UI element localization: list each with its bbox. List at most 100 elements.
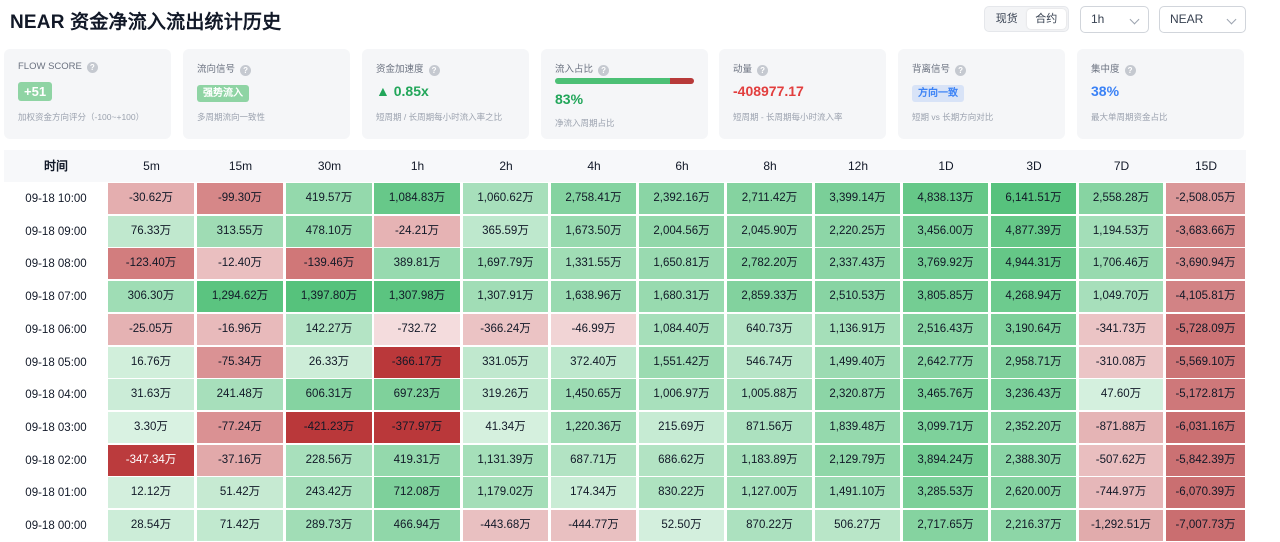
flow-cell: 3,399.14万 xyxy=(815,183,900,214)
spot-tab[interactable]: 现货 xyxy=(995,13,1018,25)
flow-cell: -5,842.39万 xyxy=(1166,444,1245,476)
card-title: FLOW SCORE? xyxy=(18,61,98,73)
card-description: 净流入周期占比 xyxy=(555,118,615,128)
flow-cell: -6,070.39万 xyxy=(1166,477,1245,509)
flow-cell: 3,099.71万 xyxy=(903,411,988,443)
flow-cell: 26.33万 xyxy=(286,346,372,378)
table-row: 09-18 10:00 -30.62万 -99.30万 419.57万 1,084.83… xyxy=(4,183,1246,215)
row-time: 09-18 08:00 xyxy=(25,258,87,271)
flow-cell: -732.72 xyxy=(374,313,460,345)
flow-cell: -1,292.51万 xyxy=(1079,510,1163,541)
flow-cell: 4,268.94万 xyxy=(991,281,1076,313)
flow-cell: 1,307.91万 xyxy=(463,281,548,313)
flow-cell: -77.24万 xyxy=(197,411,283,443)
flow-cell: 41.34万 xyxy=(463,411,548,443)
flow-cell: 1,179.02万 xyxy=(463,477,548,509)
card-value-wrap: 83% xyxy=(555,91,583,107)
market-toggle[interactable]: 现货 合约 xyxy=(984,6,1069,32)
table-row: 09-18 08:00 -123.40万 -12.40万 -139.46万 389.81… xyxy=(4,248,1246,280)
help-icon[interactable]: ? xyxy=(428,65,440,76)
inflow-ratio-bar xyxy=(555,78,694,84)
flow-cell: 71.42万 xyxy=(197,510,283,541)
flow-cell: 1,131.39万 xyxy=(463,444,548,476)
row-time: 09-18 10:00 xyxy=(25,193,87,205)
table-header-row: 时间 5m 15m 30m 1h 2h 4h 6h 8h 12h 1D 3D 7D 15D xyxy=(4,150,1246,182)
flow-cell: -37.16万 xyxy=(197,444,283,476)
flow-cell: 389.81万 xyxy=(374,248,460,280)
card-value-wrap: 强势流入 xyxy=(197,83,249,102)
outflow-bar-fill xyxy=(670,78,694,84)
row-time: 09-18 02:00 xyxy=(25,454,87,467)
card-description: 短周期 / 长周期每小时流入率之比 xyxy=(376,112,503,122)
futures-tab[interactable]: 合约 xyxy=(1026,9,1066,29)
row-time: 09-18 04:00 xyxy=(25,389,87,402)
help-icon[interactable]: ? xyxy=(240,65,252,76)
card-title-text: 流向信号 xyxy=(197,64,236,75)
help-icon[interactable]: ? xyxy=(1124,65,1136,76)
flow-cell: 1,060.62万 xyxy=(463,183,548,214)
help-icon[interactable]: ? xyxy=(757,65,769,76)
flow-cell: 2,642.77万 xyxy=(903,346,988,378)
flow-cell: 2,859.33万 xyxy=(727,281,812,313)
row-time: 09-18 06:00 xyxy=(25,323,87,336)
flow-cell: 1,084.40万 xyxy=(639,313,724,345)
flow-cell: 3,456.00万 xyxy=(903,215,988,247)
help-icon[interactable]: ? xyxy=(955,65,967,76)
card-value: 38% xyxy=(1091,83,1120,99)
flow-cell: 1,220.36万 xyxy=(551,411,636,443)
table-row: 09-18 01:00 12.12万 51.42万 243.42万 712.08万 1,1… xyxy=(4,477,1246,509)
flow-cell: -871.88万 xyxy=(1079,411,1163,443)
flow-cell: 686.62万 xyxy=(639,444,724,476)
flow-cell: 12.12万 xyxy=(108,477,194,509)
flow-cell: 1,551.42万 xyxy=(639,346,724,378)
help-icon[interactable]: ? xyxy=(86,62,98,73)
flow-cell: -341.73万 xyxy=(1079,313,1163,345)
header-period: 1D xyxy=(938,159,954,173)
help-icon[interactable]: ? xyxy=(598,65,610,76)
flow-cell: 1,294.62万 xyxy=(197,281,283,313)
header-period: 4h xyxy=(587,159,601,173)
card-title: 背离信号? xyxy=(912,61,967,76)
card-value: ▲ 0.85x xyxy=(376,83,429,99)
flow-cell: 1,680.31万 xyxy=(639,281,724,313)
flow-cell: 506.27万 xyxy=(815,510,900,541)
flow-cell: 313.55万 xyxy=(197,215,283,247)
flow-cell: -421.23万 xyxy=(286,411,372,443)
card-title-text: 流入占比 xyxy=(555,64,594,75)
coin-select[interactable]: NEAR xyxy=(1159,6,1246,33)
table-row: 09-18 07:00 306.30万 1,294.62万 1,397.80万 1,30… xyxy=(4,281,1246,313)
card-title: 流入占比? xyxy=(555,61,610,76)
flow-cell: -3,683.66万 xyxy=(1166,215,1245,247)
flow-cell: 142.27万 xyxy=(286,313,372,345)
flow-cell: 3,285.53万 xyxy=(903,477,988,509)
header-period: 2h xyxy=(499,159,513,173)
flow-cell: -5,569.10万 xyxy=(1166,346,1245,378)
interval-value: 1h xyxy=(1091,12,1105,26)
table-row: 09-18 09:00 76.33万 313.55万 478.10万 -24.21万 36… xyxy=(4,215,1246,248)
header-time: 时间 xyxy=(43,159,68,173)
concentration-card: 集中度? 38% 最大单周期资金占比 xyxy=(1077,49,1244,139)
flow-cell: -2,508.05万 xyxy=(1166,183,1245,214)
card-description: 短周期 - 长周期每小时流入率 xyxy=(733,112,843,122)
header-period: 15D xyxy=(1194,159,1217,173)
flow-cell: 4,838.13万 xyxy=(903,183,988,214)
flow-cell: -30.62万 xyxy=(108,183,194,214)
flow-cell: 3,805.85万 xyxy=(903,281,988,313)
flow-cell: 174.34万 xyxy=(551,477,636,509)
interval-select[interactable]: 1h xyxy=(1080,6,1149,33)
header-period: 7D xyxy=(1113,159,1130,173)
flow-cell: 697.23万 xyxy=(374,379,460,411)
momentum-card: 动量? -408977.17 短周期 - 长周期每小时流入率 xyxy=(719,49,886,139)
card-value: -408977.17 xyxy=(733,83,804,99)
flow-cell: 640.73万 xyxy=(727,313,812,345)
flow-cell: 1,307.98万 xyxy=(374,281,460,313)
flow-cell: 1,450.65万 xyxy=(551,379,636,411)
flow-cell: -5,728.09万 xyxy=(1166,313,1245,345)
header-period: 8h xyxy=(763,159,777,173)
card-value: +51 xyxy=(18,82,53,101)
flow-cell: -75.34万 xyxy=(197,346,283,378)
flow-cell: -99.30万 xyxy=(197,183,283,214)
flow-cell: -310.08万 xyxy=(1079,346,1163,378)
card-title-text: FLOW SCORE xyxy=(18,61,82,72)
flow-cell: 2,620.00万 xyxy=(991,477,1076,509)
